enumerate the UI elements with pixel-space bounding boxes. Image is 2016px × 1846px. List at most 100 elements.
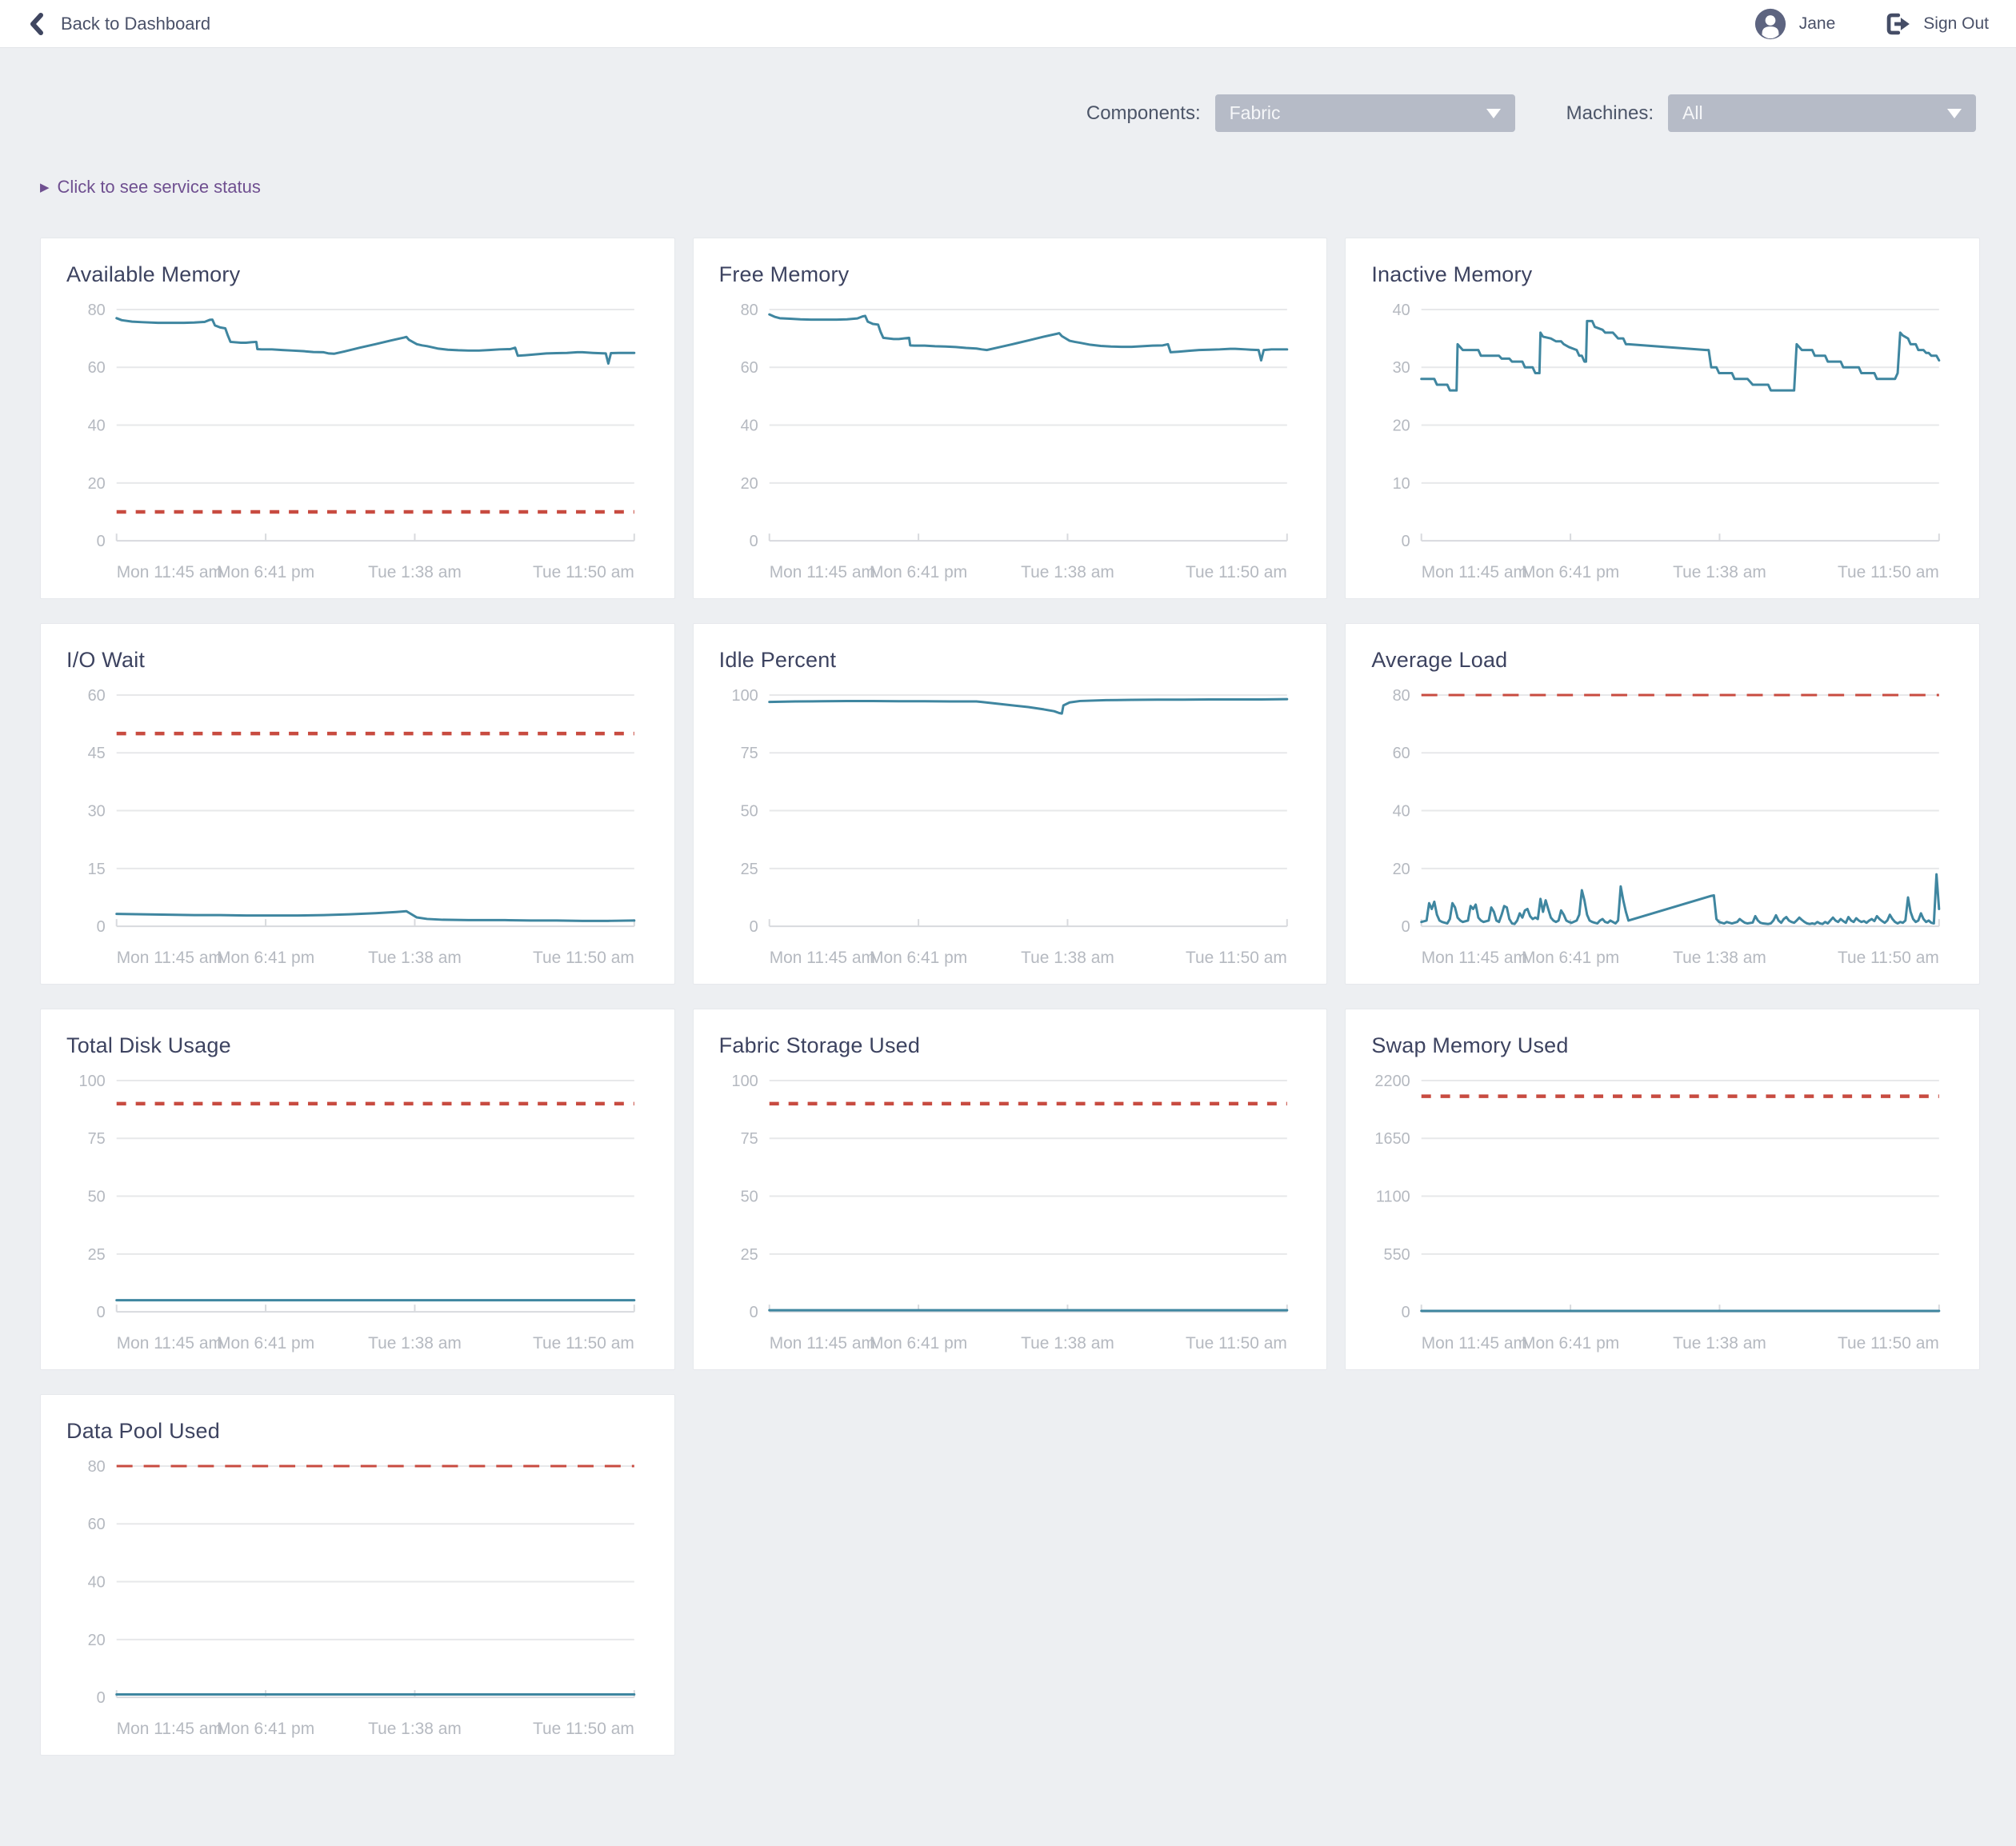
x-axis-tick-label: Tue 1:38 am bbox=[368, 1720, 462, 1738]
y-axis-tick-label: 60 bbox=[88, 1516, 106, 1533]
y-axis-tick-label: 45 bbox=[88, 745, 106, 762]
y-axis-tick-label: 1650 bbox=[1375, 1130, 1410, 1148]
components-value: Fabric bbox=[1229, 102, 1281, 123]
x-axis-tick-label: Mon 11:45 am bbox=[1422, 563, 1527, 581]
chart-title: I/O Wait bbox=[66, 648, 146, 672]
x-axis-tick-label: Tue 11:50 am bbox=[1838, 949, 1939, 967]
back-to-dashboard-button[interactable]: Back to Dashboard bbox=[27, 11, 210, 37]
machines-value: All bbox=[1682, 102, 1703, 123]
x-axis-tick-label: Mon 11:45 am bbox=[1422, 1334, 1527, 1353]
x-axis-tick-label: Mon 6:41 pm bbox=[1522, 563, 1619, 581]
components-label: Components: bbox=[1086, 102, 1201, 124]
y-axis-tick-label: 2200 bbox=[1375, 1073, 1410, 1090]
x-axis-tick-label: Tue 11:50 am bbox=[1186, 563, 1287, 581]
x-axis-tick-label: Tue 11:50 am bbox=[1186, 949, 1287, 967]
chart-title: Total Disk Usage bbox=[66, 1033, 231, 1057]
y-axis-tick-label: 20 bbox=[1393, 418, 1410, 435]
service-status-toggle[interactable]: ▶ Click to see service status bbox=[40, 177, 261, 198]
x-axis-tick-label: Mon 6:41 pm bbox=[870, 1334, 967, 1353]
y-axis-tick-label: 50 bbox=[88, 1189, 106, 1206]
y-axis-tick-label: 60 bbox=[88, 687, 106, 705]
chart-title: Data Pool Used bbox=[66, 1419, 220, 1443]
chart-card-swap-memory-used: Swap Memory Used 0 550 1100 1650 2200 Mon 11:4… bbox=[1345, 1009, 1980, 1370]
user-name: Jane bbox=[1798, 14, 1836, 33]
chart-card-data-pool-used: Data Pool Used 0 20 40 60 80 Mon 11:45 am Mon 6… bbox=[40, 1394, 675, 1756]
x-axis-tick-label: Mon 11:45 am bbox=[117, 563, 222, 581]
y-axis-tick-label: 40 bbox=[88, 418, 106, 435]
y-axis-tick-label: 75 bbox=[740, 1130, 758, 1148]
y-axis-tick-label: 60 bbox=[88, 359, 106, 377]
top-bar: Back to Dashboard Jane Sign Out bbox=[0, 0, 2016, 48]
x-axis-tick-label: Mon 6:41 pm bbox=[217, 1720, 314, 1738]
x-axis-tick-label: Mon 6:41 pm bbox=[1522, 949, 1619, 967]
y-axis-tick-label: 100 bbox=[731, 1073, 758, 1090]
x-axis-tick-label: Tue 1:38 am bbox=[368, 563, 462, 581]
x-axis-tick-label: Tue 11:50 am bbox=[533, 1720, 634, 1738]
chart-card-fabric-storage-used: Fabric Storage Used 0 25 50 75 100 Mon 11:45 a… bbox=[692, 1009, 1328, 1370]
y-axis-tick-label: 30 bbox=[1393, 359, 1410, 377]
machines-label: Machines: bbox=[1566, 102, 1654, 124]
y-axis-tick-label: 40 bbox=[1393, 302, 1410, 319]
y-axis-tick-label: 20 bbox=[88, 475, 106, 493]
x-axis-tick-label: Tue 1:38 am bbox=[368, 1334, 462, 1353]
x-axis-tick-label: Tue 1:38 am bbox=[1021, 563, 1114, 581]
x-axis-tick-label: Mon 11:45 am bbox=[1422, 949, 1527, 967]
sign-out-button[interactable]: Sign Out bbox=[1883, 10, 1989, 38]
chevron-down-icon bbox=[1486, 108, 1501, 118]
x-axis-tick-label: Mon 11:45 am bbox=[117, 1334, 222, 1353]
y-axis-tick-label: 30 bbox=[88, 803, 106, 821]
y-axis-tick-label: 50 bbox=[740, 803, 758, 821]
y-axis-tick-label: 80 bbox=[740, 302, 758, 319]
series-line bbox=[1420, 873, 1941, 925]
y-axis-tick-label: 80 bbox=[88, 1458, 106, 1476]
y-axis-tick-label: 100 bbox=[731, 687, 758, 705]
y-axis-tick-label: 25 bbox=[88, 1246, 106, 1264]
y-axis-tick-label: 75 bbox=[88, 1130, 106, 1148]
chart-title: Idle Percent bbox=[718, 648, 837, 672]
x-axis-tick-label: Tue 11:50 am bbox=[1838, 1334, 1939, 1353]
y-axis-tick-label: 40 bbox=[1393, 803, 1410, 821]
y-axis-tick-label: 50 bbox=[740, 1189, 758, 1206]
chart-title: Available Memory bbox=[66, 262, 241, 286]
y-axis-tick-label: 25 bbox=[740, 1246, 758, 1264]
y-axis-tick-label: 100 bbox=[78, 1073, 105, 1090]
y-axis-tick-label: 0 bbox=[97, 1304, 106, 1321]
y-axis-tick-label: 75 bbox=[740, 745, 758, 762]
chevron-down-icon bbox=[1947, 108, 1962, 118]
x-axis-tick-label: Mon 6:41 pm bbox=[217, 563, 314, 581]
x-axis-tick-label: Mon 6:41 pm bbox=[1522, 1334, 1619, 1353]
sign-out-icon bbox=[1886, 13, 1910, 34]
y-axis-tick-label: 0 bbox=[97, 918, 106, 936]
chart-card-idle-percent: Idle Percent 0 25 50 75 100 Mon 11:45 am Mon 6:… bbox=[692, 623, 1328, 985]
x-axis-tick-label: Mon 11:45 am bbox=[769, 1334, 874, 1353]
chart-card-average-load: Average Load 0 20 40 60 80 Mon 11:45 am Mon 6:4… bbox=[1345, 623, 1980, 985]
series-line bbox=[115, 909, 636, 922]
user-menu[interactable]: Jane bbox=[1754, 8, 1836, 40]
x-axis-tick-label: Tue 11:50 am bbox=[533, 1334, 634, 1353]
series-line bbox=[115, 317, 636, 366]
y-axis-tick-label: 60 bbox=[740, 359, 758, 377]
series-line bbox=[1420, 319, 1941, 392]
y-axis-tick-label: 550 bbox=[1384, 1246, 1410, 1264]
x-axis-tick-label: Mon 6:41 pm bbox=[217, 949, 314, 967]
charts-grid: Available Memory 0 20 40 60 80 Mon 11:45 am Mon… bbox=[40, 238, 1980, 1756]
y-axis-tick-label: 40 bbox=[740, 418, 758, 435]
chart-card-inactive-memory: Inactive Memory 0 10 20 30 40 Mon 11:45 am Mon … bbox=[1345, 238, 1980, 599]
y-axis-tick-label: 80 bbox=[88, 302, 106, 319]
y-axis-tick-label: 0 bbox=[1402, 533, 1410, 550]
y-axis-tick-label: 20 bbox=[1393, 861, 1410, 878]
chart-title: Average Load bbox=[1371, 648, 1508, 672]
x-axis-tick-label: Tue 11:50 am bbox=[533, 563, 634, 581]
machines-dropdown[interactable]: All bbox=[1668, 94, 1976, 132]
chart-card-free-memory: Free Memory 0 20 40 60 80 Mon 11:45 am Mon 6:41… bbox=[692, 238, 1328, 599]
x-axis-tick-label: Mon 11:45 am bbox=[117, 949, 222, 967]
sign-out-label: Sign Out bbox=[1923, 14, 1989, 33]
y-axis-tick-label: 0 bbox=[749, 1304, 758, 1321]
x-axis-tick-label: Tue 1:38 am bbox=[1673, 563, 1766, 581]
y-axis-tick-label: 10 bbox=[1393, 475, 1410, 493]
disclosure-triangle-icon: ▶ bbox=[40, 180, 50, 194]
back-label: Back to Dashboard bbox=[61, 13, 211, 34]
components-dropdown[interactable]: Fabric bbox=[1214, 94, 1515, 132]
